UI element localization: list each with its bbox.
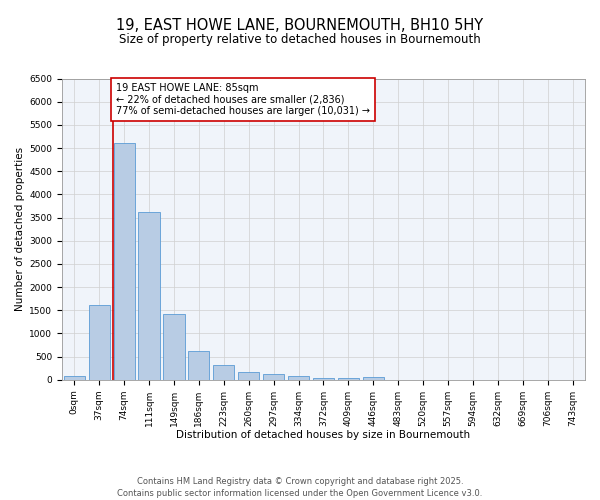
Y-axis label: Number of detached properties: Number of detached properties	[15, 147, 25, 311]
Bar	[64, 376, 85, 380]
X-axis label: Distribution of detached houses by size in Bournemouth: Distribution of detached houses by size …	[176, 430, 470, 440]
Bar	[163, 314, 185, 380]
Bar	[139, 212, 160, 380]
Bar	[338, 378, 359, 380]
Text: Size of property relative to detached houses in Bournemouth: Size of property relative to detached ho…	[119, 32, 481, 46]
Bar	[362, 377, 384, 380]
Bar	[188, 352, 209, 380]
Text: 19, EAST HOWE LANE, BOURNEMOUTH, BH10 5HY: 19, EAST HOWE LANE, BOURNEMOUTH, BH10 5H…	[116, 18, 484, 32]
Bar	[89, 304, 110, 380]
Bar	[113, 144, 135, 380]
Text: Contains HM Land Registry data © Crown copyright and database right 2025.
Contai: Contains HM Land Registry data © Crown c…	[118, 476, 482, 498]
Bar	[213, 366, 235, 380]
Bar	[313, 378, 334, 380]
Bar	[263, 374, 284, 380]
Bar	[238, 372, 259, 380]
Text: 19 EAST HOWE LANE: 85sqm
← 22% of detached houses are smaller (2,836)
77% of sem: 19 EAST HOWE LANE: 85sqm ← 22% of detach…	[116, 83, 370, 116]
Bar	[288, 376, 309, 380]
